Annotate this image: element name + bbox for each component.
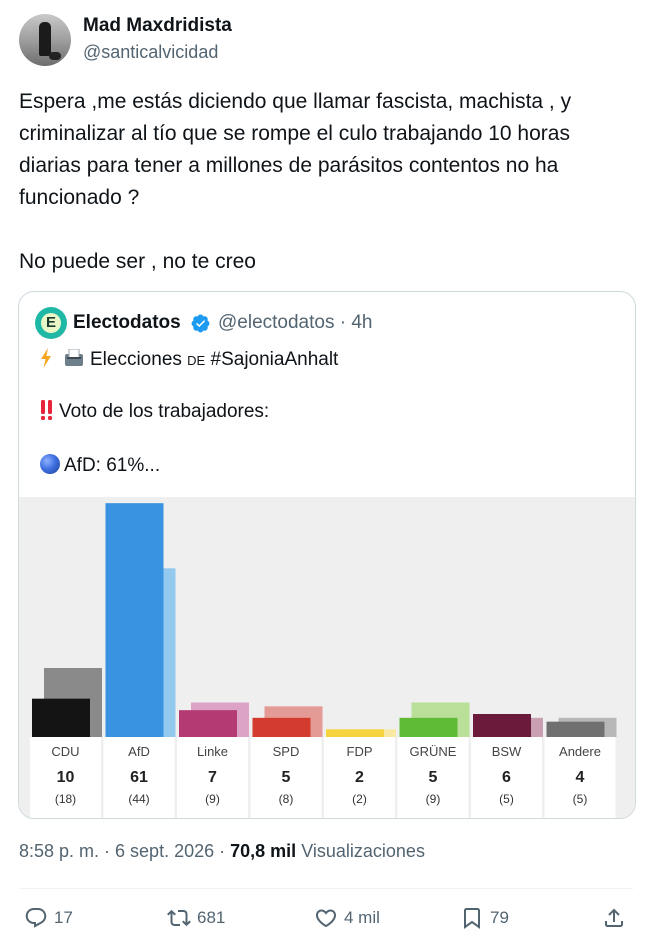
chart-image[interactable]: CDU 10 (18) AfD 61 (44) Linke 7 (9) SPD 5 (8) FDP 2 (2… [19, 497, 635, 818]
chart-previous-label: (18) [55, 792, 76, 806]
like-icon [315, 909, 337, 928]
quoted-avatar[interactable]: E [35, 307, 67, 339]
tweet-paragraph: No puede ser , no te creo [19, 250, 256, 273]
chart-label-cell [250, 737, 322, 818]
chart-label-cell [397, 737, 469, 818]
chart-bar-current [179, 710, 237, 737]
chart-bar-current [105, 503, 164, 737]
author-name[interactable]: Mad Maxdridista [83, 15, 232, 36]
reply-icon [25, 908, 47, 928]
quoted-line-2-text: Voto de los trabajadores: [59, 401, 270, 422]
chart-value-label: 5 [282, 769, 291, 786]
share-button[interactable] [602, 906, 632, 930]
chart-label-cell [30, 737, 101, 818]
chart-label-cell [103, 737, 175, 818]
chart-category-label: FDP [347, 744, 373, 759]
chart-bar-current [32, 698, 90, 737]
blue-circle-icon [40, 454, 60, 474]
quoted-author-name[interactable]: Electodatos [73, 312, 181, 333]
like-button[interactable]: 4 mil [314, 906, 380, 930]
bookmark-icon [464, 908, 480, 929]
chart-bar-current [326, 729, 384, 737]
chart-category-label: AfD [128, 744, 150, 759]
chart-previous-label: (9) [426, 792, 441, 806]
tweet-paragraph: Espera ,me estás diciendo que llamar fas… [19, 90, 572, 209]
ballot-box-icon [65, 349, 83, 366]
chart-category-label: Andere [559, 744, 601, 759]
chart-previous-label: (5) [573, 792, 588, 806]
quoted-line-1-prefix: Elecciones [90, 349, 182, 370]
chart-label-cell [544, 737, 616, 818]
chart-previous-label: (2) [352, 792, 367, 806]
chart-previous-label: (5) [499, 792, 514, 806]
lightning-icon [41, 348, 51, 368]
author-handle[interactable]: @santicalvicidad [83, 42, 219, 62]
tweet-timestamp[interactable]: 8:58 p. m. · 6 sept. 2026 · [19, 841, 226, 861]
chart-category-label: GRÜNE [410, 744, 457, 759]
chart-bar-current [546, 721, 605, 737]
exclamation-icon [41, 400, 52, 420]
author-avatar[interactable] [19, 14, 71, 66]
hashtag-link[interactable]: #SajoniaAnhalt [210, 349, 339, 370]
chart-previous-label: (9) [205, 792, 220, 806]
chart-label-cell [177, 737, 248, 818]
chart-category-label: Linke [197, 744, 228, 759]
tweet-text: Espera ,me estás diciendo que llamar fas… [19, 86, 629, 278]
chart-category-label: BSW [492, 744, 522, 759]
repost-button[interactable]: 681 [167, 906, 225, 930]
bookmark-button[interactable]: 79 [460, 906, 509, 930]
share-icon [605, 908, 623, 927]
repost-icon [167, 909, 191, 927]
chart-value-label: 6 [502, 769, 511, 786]
chart-value-label: 2 [355, 769, 364, 786]
chart-value-label: 10 [57, 769, 75, 786]
chart-previous-label: (44) [128, 792, 149, 806]
chart-category-label: CDU [51, 744, 79, 759]
verified-badge-icon [191, 314, 210, 333]
quoted-handle[interactable]: @electodatos · 4h [218, 312, 373, 333]
chart-bar-current [473, 714, 531, 737]
chart-value-label: 4 [576, 769, 585, 786]
reply-button[interactable]: 17 [24, 906, 73, 930]
chart-value-label: 5 [429, 769, 438, 786]
chart-category-label: SPD [273, 744, 300, 759]
views-label: Visualizaciones [301, 841, 425, 861]
tweet-meta: 8:58 p. m. · 6 sept. 2026 · 70,8 mil Vis… [19, 841, 425, 862]
quoted-tweet[interactable]: E Electodatos @electodatos · 4h Eleccion… [18, 291, 636, 819]
divider [19, 888, 633, 889]
quoted-line-2: Voto de los trabajadores: [40, 400, 269, 423]
quoted-line-1-de: de [187, 349, 206, 370]
bar-chart: CDU 10 (18) AfD 61 (44) Linke 7 (9) SPD 5 (8) FDP 2 (2… [19, 497, 635, 818]
chart-label-cell [324, 737, 395, 818]
chart-value-label: 7 [208, 769, 217, 786]
repost-count: 681 [197, 908, 226, 927]
chart-previous-label: (8) [279, 792, 294, 806]
quoted-line-1: Elecciones de #SajoniaAnhalt [40, 348, 338, 371]
chart-bar-current [252, 717, 311, 737]
chart-bar-current [399, 717, 458, 737]
quoted-line-3: AfD: 61%... [40, 454, 160, 477]
reply-count: 17 [54, 908, 73, 927]
chart-value-label: 61 [130, 769, 148, 786]
views-count: 70,8 mil [230, 841, 297, 861]
like-count: 4 mil [344, 908, 380, 927]
bookmark-count: 79 [490, 908, 509, 927]
quoted-line-3-text: AfD: 61%... [64, 455, 161, 476]
chart-label-cell [471, 737, 542, 818]
